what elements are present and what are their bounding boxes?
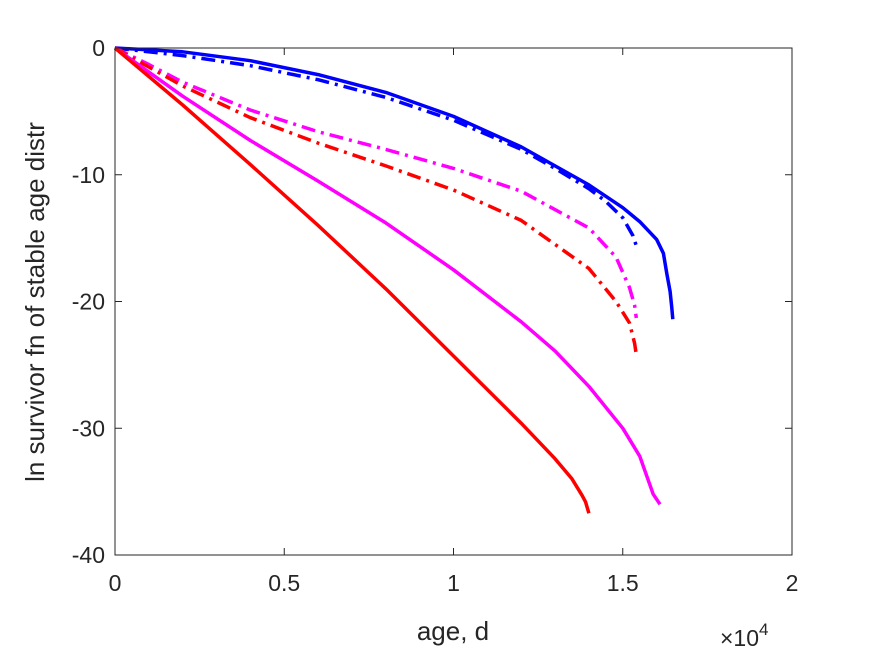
x-tick-label: 1 xyxy=(447,570,460,596)
y-tick-label: 0 xyxy=(92,35,105,61)
series-line-5 xyxy=(113,46,662,506)
y-tick-label: -40 xyxy=(72,542,105,568)
x-tick-label: 1.5 xyxy=(607,570,639,596)
y-tick-label: -20 xyxy=(72,289,105,315)
y-tick-label: -10 xyxy=(72,162,105,188)
x-tick-label: 2 xyxy=(786,570,799,596)
y-axis-label: ln survivor fn of stable age distr xyxy=(20,122,50,482)
x-exponent-power: 4 xyxy=(759,620,768,639)
x-tick-label: 0.5 xyxy=(268,570,300,596)
series-layer xyxy=(113,46,675,514)
x-exponent-label: ×104 xyxy=(720,620,768,651)
x-axis-label: age, d xyxy=(417,616,489,646)
series-line-4 xyxy=(114,46,639,355)
series-line-6 xyxy=(113,46,591,514)
y-tick-label: -30 xyxy=(72,415,105,441)
series-line-2 xyxy=(114,46,638,247)
plot-background xyxy=(115,48,792,555)
series-line-3 xyxy=(114,46,639,319)
tick-layer: 0 0.5 1 1.5 2 0 -10 -20 -30 -40 xyxy=(72,35,799,596)
series-line-1 xyxy=(114,46,675,320)
x-tick-label: 0 xyxy=(109,570,122,596)
